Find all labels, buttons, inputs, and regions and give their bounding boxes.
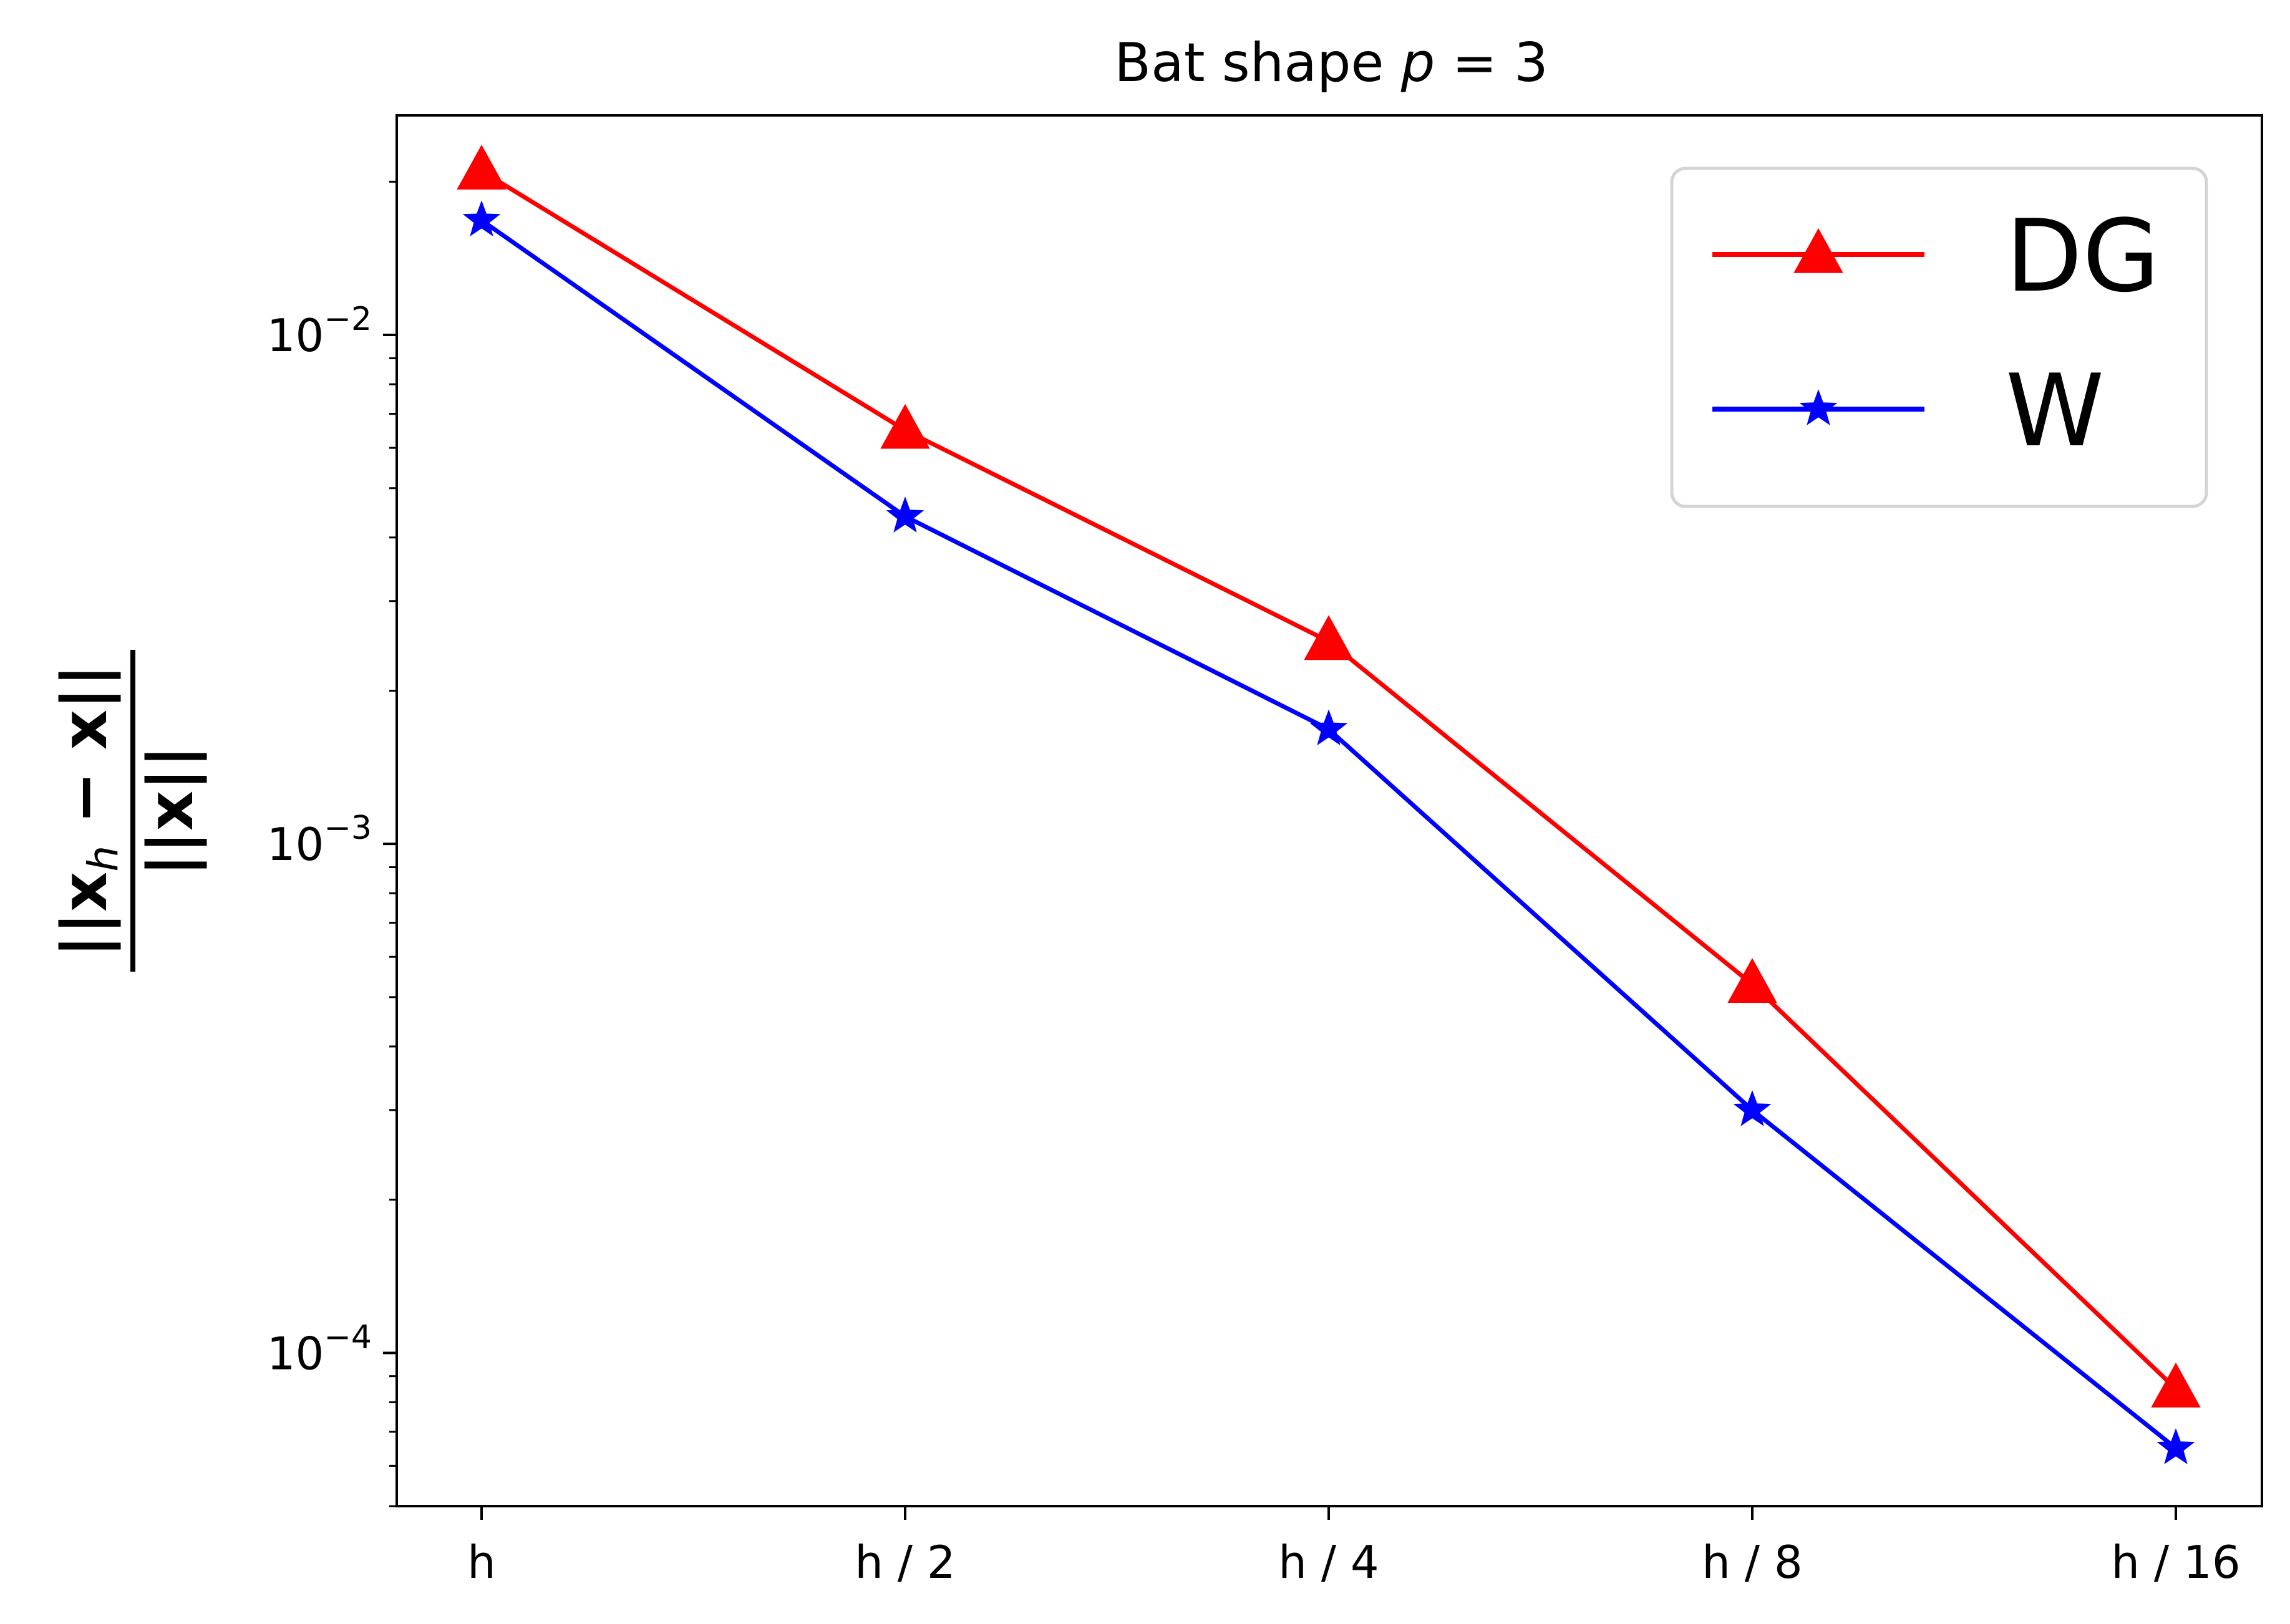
data-point-dg <box>1727 958 1777 1003</box>
y-axis-label: ||xh − x|| ||x|| <box>48 650 207 972</box>
data-point-w <box>462 200 501 236</box>
y-tick-label: 10−4 <box>267 1318 372 1380</box>
data-point-w <box>1309 709 1348 746</box>
data-point-w <box>886 496 924 533</box>
x-tick-label: h / 16 <box>2111 1536 2240 1588</box>
x-tick-label: h / 8 <box>1702 1536 1802 1588</box>
plot-area <box>457 145 2201 1464</box>
data-point-w <box>1733 1090 1772 1126</box>
legend-marker-dg <box>1793 228 1843 273</box>
legend-marker-w <box>1799 389 1838 425</box>
y-axis-label-numerator: ||xh − x|| <box>48 664 127 957</box>
x-tick-label: h / 2 <box>855 1536 955 1588</box>
legend-label-dg: DG <box>2006 198 2160 314</box>
legend: DG W <box>1670 167 2208 508</box>
y-axis: 10−2 10−3 10−4 <box>267 180 397 1507</box>
y-axis-label-denominator: ||x|| <box>134 745 207 877</box>
data-point-w <box>2157 1428 2195 1464</box>
x-tick-label: h <box>467 1536 496 1588</box>
x-axis: h h / 2 h / 4 h / 8 h / 16 <box>467 1506 2241 1588</box>
legend-label-w: W <box>2006 352 2104 469</box>
x-tick-label: h / 4 <box>1278 1536 1379 1588</box>
y-tick-label: 10−3 <box>267 810 372 871</box>
chart-title: Bat shape p = 3 <box>1114 32 1548 94</box>
plot-frame <box>395 114 2263 1507</box>
data-point-dg <box>457 145 507 190</box>
data-point-dg <box>1304 615 1354 660</box>
y-tick-label: 10−2 <box>267 301 372 362</box>
data-point-dg <box>2151 1362 2201 1408</box>
data-point-dg <box>880 404 930 449</box>
